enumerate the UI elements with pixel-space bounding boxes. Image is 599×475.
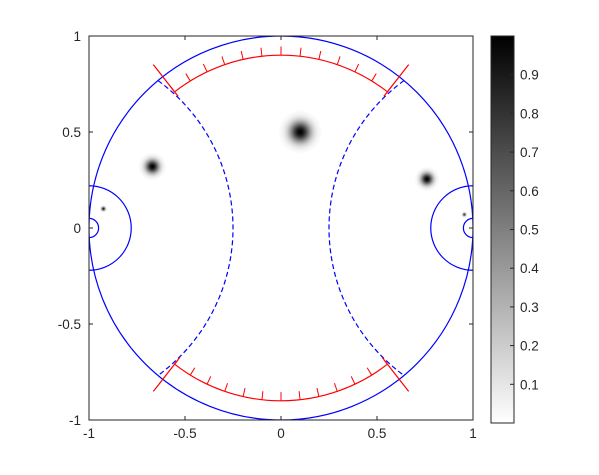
red-arc-tick bbox=[299, 47, 302, 57]
colorbar-tick-label: 0.9 bbox=[520, 68, 539, 83]
red-chord bbox=[152, 64, 179, 97]
red-chord bbox=[383, 359, 410, 392]
y-tick-label: -0.5 bbox=[58, 317, 81, 332]
colorbar-tick-label: 0.1 bbox=[520, 377, 539, 392]
red-arc-tick bbox=[336, 56, 341, 65]
red-arc-tick bbox=[206, 376, 212, 385]
plot-background bbox=[89, 36, 473, 420]
red-chord bbox=[152, 359, 179, 392]
dashed-arc bbox=[328, 80, 405, 376]
colorbar-tick-label: 0.7 bbox=[520, 145, 539, 160]
x-tick-label: 0 bbox=[277, 426, 285, 441]
red-arc-tick bbox=[189, 367, 196, 376]
red-arc-tick bbox=[366, 367, 373, 376]
colorbar-tick-label: 0.8 bbox=[520, 106, 539, 121]
colorbar: 0.1 0.2 0.3 0.4 0.5 0.6 0.7 0.8 0.9 bbox=[490, 35, 539, 424]
heatmap-blob bbox=[138, 152, 167, 181]
colorbar-tick-label: 0.3 bbox=[520, 300, 539, 315]
red-arc-tick bbox=[260, 47, 263, 57]
red-arc-tick bbox=[318, 50, 322, 60]
y-tick-label: 0 bbox=[73, 221, 81, 236]
red-arc-tick bbox=[224, 383, 229, 392]
colorbar-tick-label: 0.4 bbox=[520, 261, 539, 276]
red-arc-tick bbox=[240, 50, 244, 60]
x-tick-label: 0.5 bbox=[368, 426, 387, 441]
heatmap-blob bbox=[278, 110, 322, 154]
red-arc-tick bbox=[371, 73, 377, 82]
red-arc-top bbox=[174, 54, 388, 93]
x-tick-label: 1 bbox=[469, 426, 477, 441]
y-tick-label: 1 bbox=[73, 29, 81, 44]
red-arc-tick bbox=[261, 391, 264, 400]
red-arc-tick bbox=[298, 391, 301, 400]
heatmap-blob bbox=[460, 211, 468, 218]
red-arc-tick bbox=[350, 376, 356, 385]
red-arc-tick bbox=[354, 63, 360, 73]
colorbar-tick-label: 0.2 bbox=[520, 339, 539, 354]
red-arc-tick bbox=[316, 388, 320, 397]
colorbar-tick-label: 0.6 bbox=[520, 184, 539, 199]
red-arc-tick bbox=[242, 388, 246, 397]
dashed-arc bbox=[157, 80, 234, 376]
x-tick-label: -1 bbox=[83, 426, 95, 441]
colorbar-tick-label: 0.5 bbox=[520, 223, 539, 238]
red-arc-tick bbox=[202, 63, 208, 73]
red-arc-tick bbox=[185, 73, 191, 82]
red-arc-tick bbox=[333, 383, 338, 392]
red-arc-tick bbox=[221, 56, 226, 65]
y-tick-label: -1 bbox=[69, 413, 81, 428]
side-semicircle bbox=[89, 185, 132, 271]
heatmap-blob bbox=[99, 204, 108, 213]
heatmap-blob bbox=[414, 166, 440, 192]
x-tick-label: -0.5 bbox=[173, 426, 196, 441]
plot-area bbox=[89, 36, 473, 420]
overlay-layer bbox=[89, 36, 473, 420]
side-semicircle bbox=[430, 185, 473, 271]
y-tick-label: 0.5 bbox=[62, 125, 81, 140]
axes-layer: -1 -0.5 0 0.5 1 -1 -0.5 0 0.5 1 bbox=[58, 29, 477, 441]
red-chord bbox=[383, 64, 410, 97]
